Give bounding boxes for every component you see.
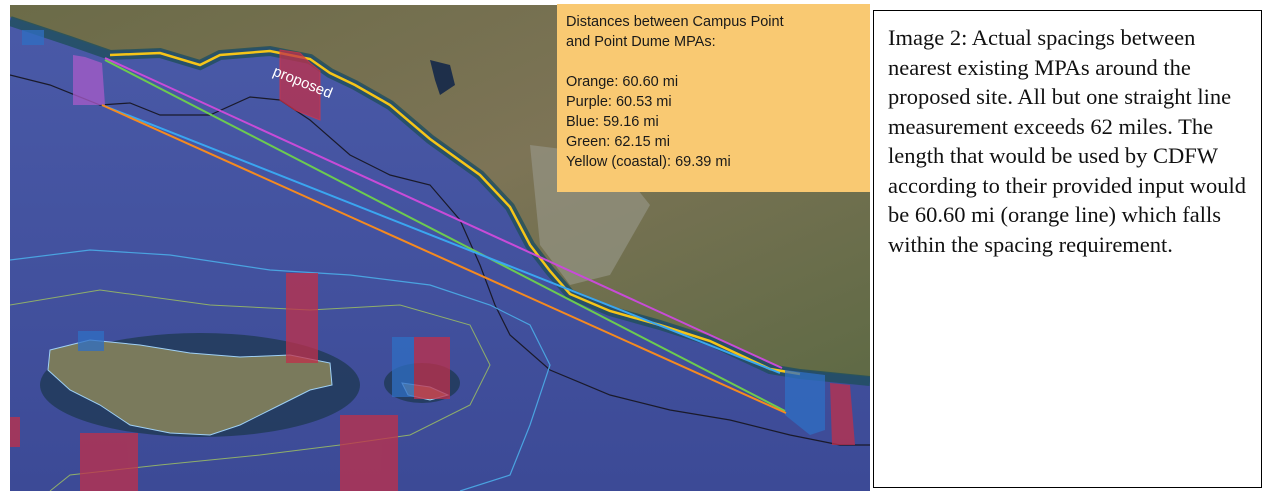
purple-line bbox=[104, 57, 783, 369]
mpa-red bbox=[340, 415, 398, 491]
mpa-red bbox=[286, 273, 318, 363]
mpa-purple bbox=[73, 55, 105, 105]
legend-item-yellow: Yellow (coastal): 69.39 mi bbox=[566, 154, 731, 170]
reservoir bbox=[430, 60, 455, 95]
mpa-red bbox=[10, 417, 20, 447]
mpa-blue bbox=[392, 337, 414, 397]
legend-title: Distances between Campus Point bbox=[566, 14, 784, 30]
mpa-red bbox=[80, 433, 138, 491]
island-outline bbox=[10, 249, 551, 491]
mpa-blue bbox=[22, 30, 44, 45]
mpa-blue bbox=[785, 370, 825, 435]
legend-item-green: Green: 62.15 mi bbox=[566, 134, 670, 150]
island bbox=[47, 339, 333, 436]
depth-contour bbox=[10, 74, 870, 446]
mpa-red bbox=[414, 337, 450, 399]
mpa-red bbox=[830, 383, 855, 445]
mpa-shapes bbox=[10, 30, 855, 491]
legend-item-orange: Orange: 60.60 mi bbox=[566, 74, 679, 90]
distance-legend: Distances between Campus Point and Point… bbox=[557, 4, 870, 192]
orange-line bbox=[101, 104, 787, 414]
green-line bbox=[104, 59, 786, 412]
legend-item-purple: Purple: 60.53 mi bbox=[566, 94, 672, 110]
island-outline-green bbox=[10, 289, 491, 491]
mpa-proposed bbox=[279, 49, 321, 121]
legend-title: and Point Dume MPAs: bbox=[566, 34, 716, 50]
blue-line bbox=[101, 104, 781, 374]
mpa-blue bbox=[78, 331, 104, 351]
legend-item-blue: Blue: 59.16 mi bbox=[566, 114, 659, 130]
image-caption: Image 2: Actual spacings between nearest… bbox=[873, 10, 1262, 488]
